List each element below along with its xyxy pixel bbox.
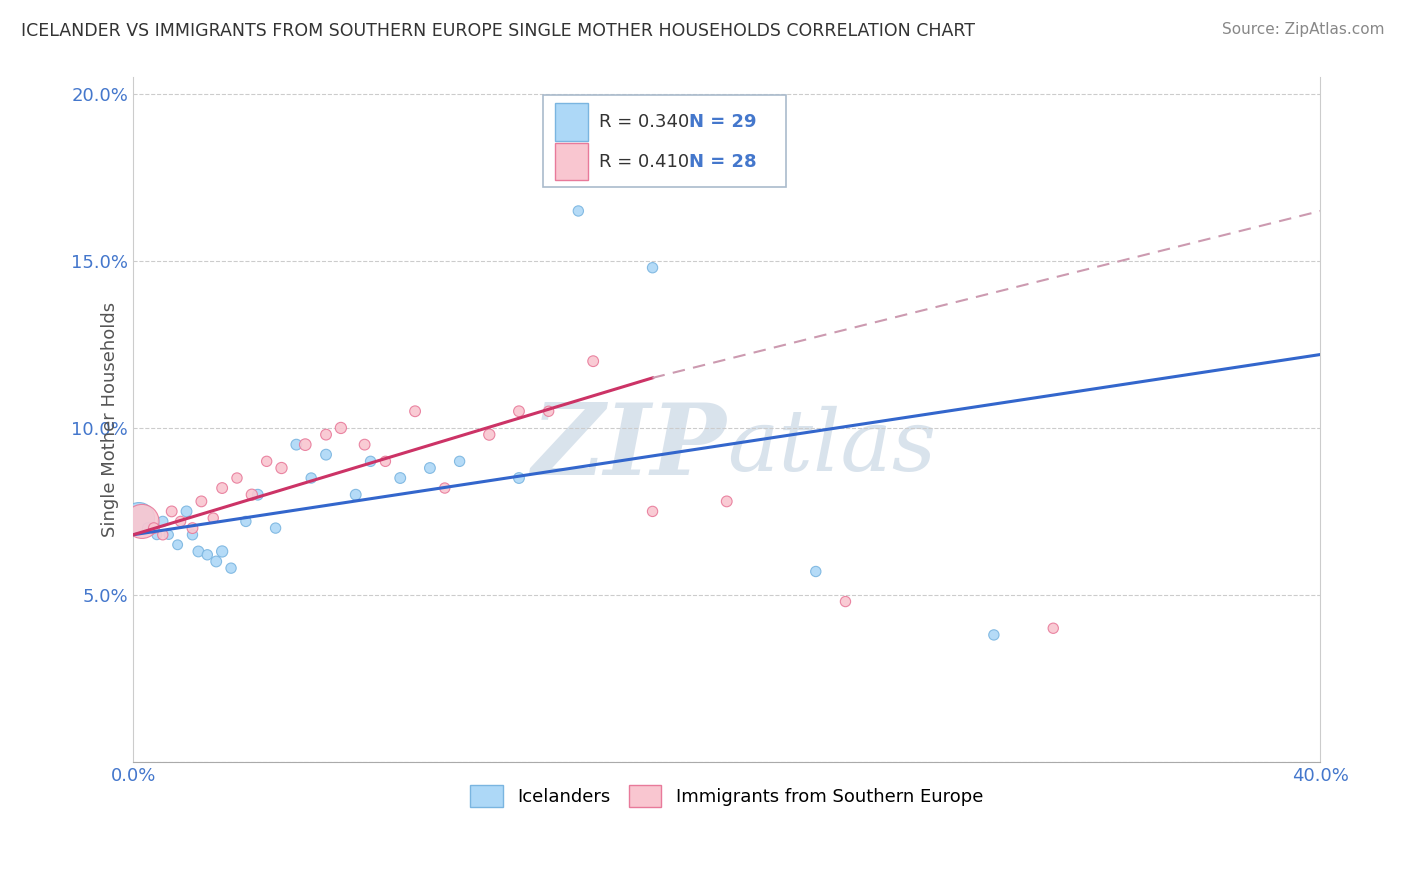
Point: [834, 594, 856, 608]
Text: ICELANDER VS IMMIGRANTS FROM SOUTHERN EUROPE SINGLE MOTHER HOUSEHOLDS CORRELATIO: ICELANDER VS IMMIGRANTS FROM SOUTHERN EU…: [21, 22, 976, 40]
Point: [419, 461, 441, 475]
Point: [136, 521, 159, 535]
Point: [315, 427, 337, 442]
Point: [142, 521, 165, 535]
Point: [329, 421, 352, 435]
Point: [983, 628, 1005, 642]
Text: Source: ZipAtlas.com: Source: ZipAtlas.com: [1222, 22, 1385, 37]
Legend: Icelanders, Immigrants from Southern Europe: Icelanders, Immigrants from Southern Eur…: [463, 778, 990, 814]
FancyBboxPatch shape: [543, 95, 786, 187]
Point: [804, 565, 827, 579]
Point: [246, 488, 269, 502]
Point: [716, 494, 738, 508]
Point: [152, 515, 174, 529]
Point: [582, 354, 605, 368]
Point: [205, 554, 228, 568]
Point: [315, 448, 337, 462]
Point: [344, 488, 367, 502]
Point: [1042, 621, 1064, 635]
Point: [240, 488, 263, 502]
Point: [169, 515, 191, 529]
Text: ZIP: ZIP: [531, 399, 727, 495]
Y-axis label: Single Mother Households: Single Mother Households: [101, 302, 120, 537]
Point: [641, 260, 664, 275]
Point: [508, 404, 530, 418]
Point: [211, 544, 233, 558]
Point: [449, 454, 471, 468]
Point: [211, 481, 233, 495]
Point: [190, 494, 212, 508]
Point: [187, 544, 209, 558]
Point: [157, 528, 180, 542]
Point: [508, 471, 530, 485]
Point: [176, 504, 198, 518]
Point: [299, 471, 322, 485]
Point: [353, 437, 375, 451]
Point: [374, 454, 396, 468]
Point: [270, 461, 292, 475]
Point: [537, 404, 560, 418]
Bar: [554, 103, 588, 141]
Text: N = 29: N = 29: [689, 113, 756, 131]
Point: [181, 521, 204, 535]
Bar: [554, 143, 588, 180]
Point: [146, 528, 169, 542]
Point: [152, 528, 174, 542]
Point: [478, 427, 501, 442]
Point: [360, 454, 382, 468]
Point: [219, 561, 242, 575]
Point: [433, 481, 456, 495]
Point: [166, 538, 188, 552]
Text: R = 0.410: R = 0.410: [599, 153, 689, 170]
Point: [264, 521, 287, 535]
Point: [235, 515, 257, 529]
Point: [128, 511, 150, 525]
Point: [641, 504, 664, 518]
Point: [226, 471, 249, 485]
Point: [131, 515, 153, 529]
Point: [294, 437, 316, 451]
Point: [181, 528, 204, 542]
Point: [195, 548, 218, 562]
Point: [202, 511, 225, 525]
Point: [567, 204, 589, 219]
Text: atlas: atlas: [727, 406, 936, 488]
Text: R = 0.340: R = 0.340: [599, 113, 689, 131]
Point: [285, 437, 308, 451]
Point: [256, 454, 278, 468]
Point: [404, 404, 426, 418]
Point: [389, 471, 412, 485]
Point: [160, 504, 183, 518]
Text: N = 28: N = 28: [689, 153, 756, 170]
